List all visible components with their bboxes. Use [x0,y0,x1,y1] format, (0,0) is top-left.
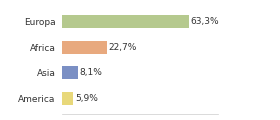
Bar [62,66,78,79]
Text: 22,7%: 22,7% [109,43,137,52]
Bar [62,15,189,28]
Text: 5,9%: 5,9% [75,94,98,103]
Text: 63,3%: 63,3% [190,17,219,26]
Text: 8,1%: 8,1% [80,68,102,77]
Bar [62,41,107,54]
Bar [62,92,73,105]
